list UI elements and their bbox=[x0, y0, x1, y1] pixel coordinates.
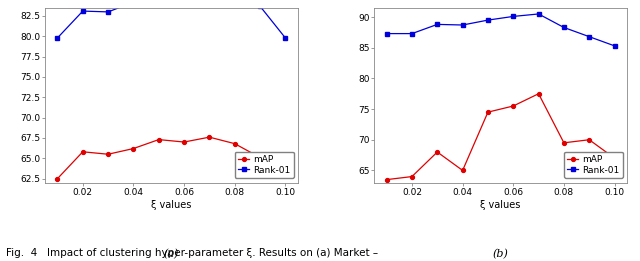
mAP bbox=[54, 177, 61, 180]
Text: Fig.  4   Impact of clustering hyper-parameter ξ. Results on (a) Market –: Fig. 4 Impact of clustering hyper-parame… bbox=[6, 248, 378, 258]
Rank-01 bbox=[586, 35, 593, 38]
Rank-01 bbox=[509, 15, 517, 18]
Rank-01 bbox=[459, 23, 467, 27]
mAP bbox=[433, 150, 441, 153]
Rank-01 bbox=[180, 1, 188, 4]
mAP bbox=[611, 157, 618, 160]
X-axis label: ξ values: ξ values bbox=[151, 200, 191, 210]
Rank-01 bbox=[408, 32, 416, 35]
mAP bbox=[383, 178, 390, 181]
Line: Rank-01: Rank-01 bbox=[56, 0, 287, 40]
Rank-01 bbox=[79, 9, 86, 13]
Text: (b): (b) bbox=[493, 249, 509, 259]
X-axis label: ξ values: ξ values bbox=[481, 200, 521, 210]
Legend: mAP, Rank-01: mAP, Rank-01 bbox=[235, 152, 294, 178]
Rank-01 bbox=[129, 1, 137, 4]
Legend: mAP, Rank-01: mAP, Rank-01 bbox=[564, 152, 623, 178]
mAP bbox=[408, 175, 416, 178]
Rank-01 bbox=[560, 26, 568, 29]
mAP bbox=[459, 169, 467, 172]
mAP bbox=[509, 104, 517, 108]
Rank-01 bbox=[535, 13, 543, 16]
Rank-01 bbox=[383, 32, 390, 35]
mAP bbox=[231, 142, 239, 145]
mAP bbox=[256, 156, 264, 159]
Text: (a): (a) bbox=[164, 249, 179, 259]
mAP bbox=[155, 138, 163, 141]
mAP bbox=[484, 111, 492, 114]
mAP bbox=[535, 92, 543, 95]
Rank-01 bbox=[231, 0, 239, 3]
mAP bbox=[79, 150, 86, 153]
Line: Rank-01: Rank-01 bbox=[385, 12, 616, 48]
Rank-01 bbox=[282, 36, 289, 39]
Line: mAP: mAP bbox=[56, 135, 287, 181]
mAP bbox=[180, 140, 188, 144]
Rank-01 bbox=[484, 19, 492, 22]
Line: mAP: mAP bbox=[385, 92, 616, 182]
Rank-01 bbox=[256, 5, 264, 8]
Rank-01 bbox=[611, 44, 618, 48]
mAP bbox=[586, 138, 593, 141]
Rank-01 bbox=[155, 0, 163, 3]
mAP bbox=[560, 141, 568, 144]
Rank-01 bbox=[205, 0, 213, 3]
mAP bbox=[129, 147, 137, 150]
Rank-01 bbox=[54, 36, 61, 39]
Rank-01 bbox=[104, 10, 112, 14]
mAP bbox=[205, 135, 213, 139]
Rank-01 bbox=[433, 23, 441, 26]
mAP bbox=[104, 153, 112, 156]
mAP bbox=[282, 173, 289, 176]
